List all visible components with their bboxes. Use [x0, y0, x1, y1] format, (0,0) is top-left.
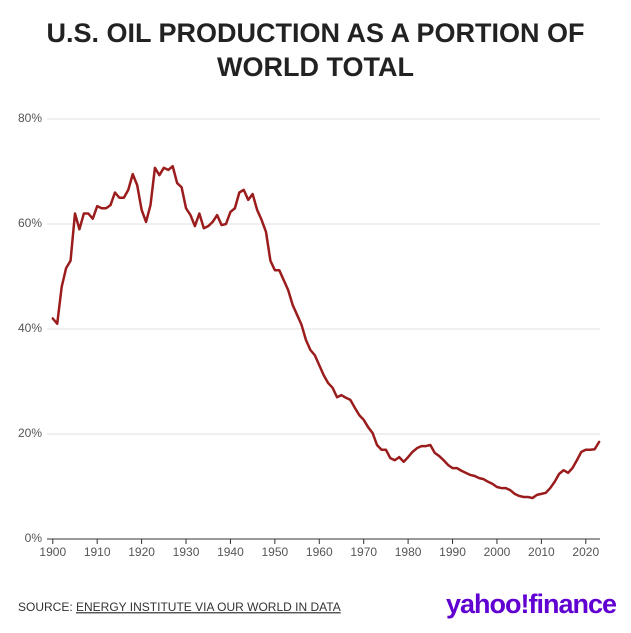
x-tick-label: 2020: [572, 545, 599, 559]
x-tick-label: 1940: [217, 545, 244, 559]
x-tick-label: 1930: [173, 545, 200, 559]
y-tick-label: 20%: [18, 426, 42, 440]
x-tick-label: 1990: [439, 545, 466, 559]
y-tick-label: 40%: [18, 321, 42, 335]
x-tick-label: 1910: [84, 545, 111, 559]
x-tick-label: 2010: [528, 545, 555, 559]
y-tick-label: 80%: [18, 111, 42, 125]
x-tick-label: 1950: [262, 545, 289, 559]
x-tick-label: 1960: [306, 545, 333, 559]
y-tick-label: 60%: [18, 216, 42, 230]
x-tick-label: 1920: [128, 545, 155, 559]
x-tick-label: 1970: [350, 545, 377, 559]
x-tick-label: 2000: [484, 545, 511, 559]
source-label: SOURCE:: [18, 600, 73, 614]
logo: yahoo!finance: [446, 589, 617, 619]
data-line: [51, 165, 601, 500]
source-link[interactable]: ENERGY INSTITUTE VIA OUR WORLD IN DATA: [76, 600, 341, 614]
y-tick-label: 0%: [25, 531, 43, 545]
x-tick-label: 1980: [395, 545, 422, 559]
x-tick-label: 1900: [39, 545, 66, 559]
chart-title: U.S. OIL PRODUCTION AS A PORTION OF WORL…: [46, 18, 585, 82]
